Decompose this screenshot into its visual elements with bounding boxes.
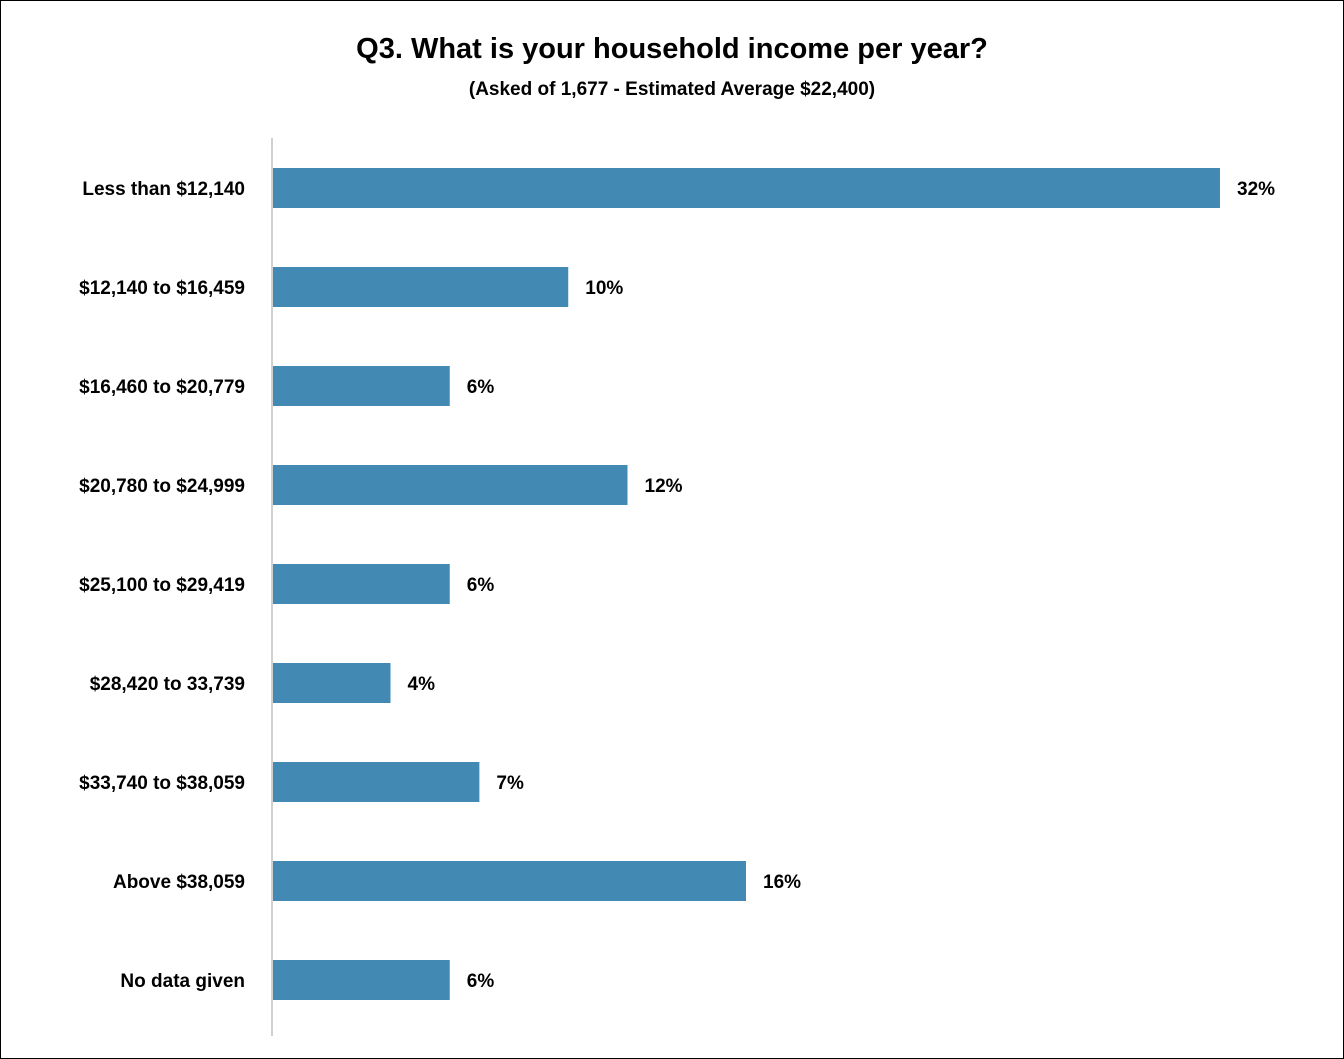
category-label-0: Less than $12,140 (82, 179, 245, 200)
value-label-4: 6% (467, 575, 495, 596)
value-label-3: 12% (645, 476, 683, 497)
bar-3 (273, 465, 628, 505)
bar-6 (273, 762, 480, 802)
bar-8 (273, 960, 450, 1000)
category-label-5: $28,420 to 33,739 (90, 674, 245, 695)
category-label-7: Above $38,059 (113, 872, 245, 893)
category-label-8: No data given (120, 971, 245, 992)
value-label-7: 16% (763, 872, 801, 893)
bar-7 (273, 861, 746, 901)
bar-5 (273, 663, 391, 703)
bar-0 (273, 168, 1220, 208)
bar-4 (273, 564, 450, 604)
value-label-2: 6% (467, 377, 495, 398)
value-label-6: 7% (496, 773, 524, 794)
value-label-8: 6% (467, 971, 495, 992)
chart-title: Q3. What is your household income per ye… (356, 33, 988, 65)
bars-group (273, 168, 1220, 1000)
category-label-3: $20,780 to $24,999 (79, 476, 245, 497)
category-label-6: $33,740 to $38,059 (79, 773, 245, 794)
bar-2 (273, 366, 450, 406)
category-label-4: $25,100 to $29,419 (79, 575, 245, 596)
value-labels-group: 32% 10% 6% 12% 6% 4% 7% 16% 6% (408, 179, 1276, 992)
value-label-1: 10% (585, 278, 623, 299)
value-label-5: 4% (408, 674, 436, 695)
chart-subtitle: (Asked of 1,677 - Estimated Average $22,… (468, 79, 876, 100)
category-label-1: $12,140 to $16,459 (79, 278, 245, 299)
bar-1 (273, 267, 569, 307)
value-label-0: 32% (1237, 179, 1275, 200)
category-labels-group: Less than $12,140 $12,140 to $16,459 $16,4… (79, 179, 245, 992)
category-label-2: $16,460 to $20,779 (79, 377, 245, 398)
